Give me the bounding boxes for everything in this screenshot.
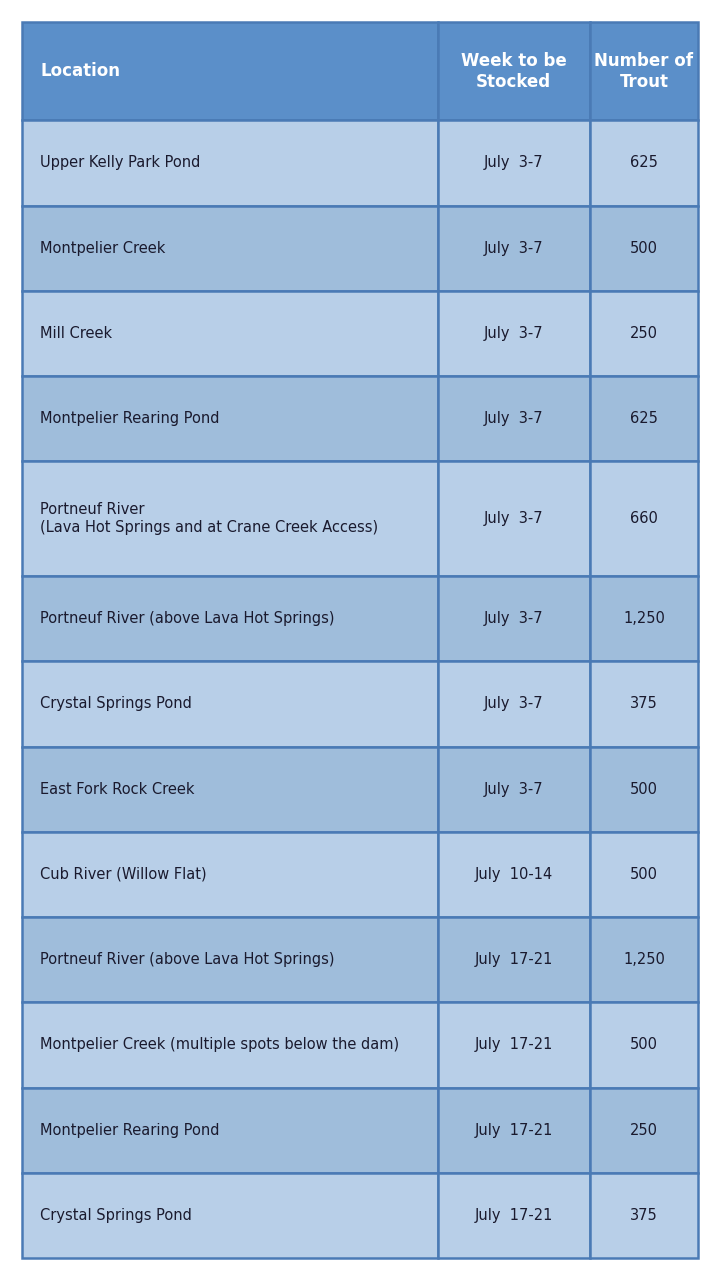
Bar xyxy=(22,832,438,916)
Text: July  3-7: July 3-7 xyxy=(484,611,544,626)
Bar xyxy=(438,662,590,746)
Text: 625: 625 xyxy=(630,411,658,426)
Bar xyxy=(22,1088,438,1172)
Bar xyxy=(438,291,590,376)
Text: Week to be
Stocked: Week to be Stocked xyxy=(461,51,567,91)
Bar xyxy=(438,1172,590,1258)
Text: East Fork Rock Creek: East Fork Rock Creek xyxy=(40,782,194,796)
Bar xyxy=(590,576,698,662)
Bar xyxy=(590,461,698,576)
Text: Crystal Springs Pond: Crystal Springs Pond xyxy=(40,1208,192,1222)
Text: July  3-7: July 3-7 xyxy=(484,241,544,256)
Text: 500: 500 xyxy=(630,1037,658,1052)
Text: July  3-7: July 3-7 xyxy=(484,511,544,526)
Bar xyxy=(590,746,698,832)
Text: July  3-7: July 3-7 xyxy=(484,155,544,170)
Bar xyxy=(438,376,590,461)
Text: 250: 250 xyxy=(630,326,658,340)
Text: July  3-7: July 3-7 xyxy=(484,411,544,426)
Bar xyxy=(438,576,590,662)
Bar xyxy=(438,1088,590,1172)
Text: 660: 660 xyxy=(630,511,658,526)
Bar xyxy=(590,120,698,206)
Text: 625: 625 xyxy=(630,155,658,170)
Text: Montpelier Creek: Montpelier Creek xyxy=(40,241,166,256)
Text: July  10-14: July 10-14 xyxy=(474,867,553,882)
Text: July  17-21: July 17-21 xyxy=(474,1037,553,1052)
Text: Montpelier Creek (multiple spots below the dam): Montpelier Creek (multiple spots below t… xyxy=(40,1037,399,1052)
Text: 500: 500 xyxy=(630,241,658,256)
Text: 375: 375 xyxy=(630,1208,658,1222)
Text: July  17-21: July 17-21 xyxy=(474,952,553,968)
Bar xyxy=(590,662,698,746)
Bar xyxy=(438,1002,590,1088)
Bar xyxy=(438,120,590,206)
Bar xyxy=(590,1172,698,1258)
Bar xyxy=(590,1088,698,1172)
Bar xyxy=(22,576,438,662)
Text: Crystal Springs Pond: Crystal Springs Pond xyxy=(40,696,192,712)
Text: July  3-7: July 3-7 xyxy=(484,782,544,796)
Bar xyxy=(438,22,590,120)
Bar xyxy=(438,746,590,832)
Text: 375: 375 xyxy=(630,696,658,712)
Text: 500: 500 xyxy=(630,782,658,796)
Text: July  17-21: July 17-21 xyxy=(474,1208,553,1222)
Text: Location: Location xyxy=(40,63,120,81)
Bar xyxy=(22,120,438,206)
Text: Upper Kelly Park Pond: Upper Kelly Park Pond xyxy=(40,155,200,170)
Bar xyxy=(438,206,590,291)
Text: 250: 250 xyxy=(630,1123,658,1138)
Bar xyxy=(22,746,438,832)
Text: July  3-7: July 3-7 xyxy=(484,696,544,712)
Text: Mill Creek: Mill Creek xyxy=(40,326,112,340)
Bar xyxy=(22,206,438,291)
Bar xyxy=(22,1002,438,1088)
Text: Portneuf River (above Lava Hot Springs): Portneuf River (above Lava Hot Springs) xyxy=(40,952,335,968)
Text: Montpelier Rearing Pond: Montpelier Rearing Pond xyxy=(40,411,220,426)
Bar xyxy=(22,1172,438,1258)
Bar xyxy=(22,916,438,1002)
Bar xyxy=(590,22,698,120)
Text: 1,250: 1,250 xyxy=(623,952,665,968)
Bar xyxy=(438,832,590,916)
Text: July  17-21: July 17-21 xyxy=(474,1123,553,1138)
Bar xyxy=(22,662,438,746)
Text: July  3-7: July 3-7 xyxy=(484,326,544,340)
Text: Portneuf River (above Lava Hot Springs): Portneuf River (above Lava Hot Springs) xyxy=(40,611,335,626)
Text: 1,250: 1,250 xyxy=(623,611,665,626)
Bar xyxy=(22,376,438,461)
Bar xyxy=(590,206,698,291)
Bar xyxy=(590,832,698,916)
Text: Montpelier Rearing Pond: Montpelier Rearing Pond xyxy=(40,1123,220,1138)
Bar xyxy=(22,291,438,376)
Bar xyxy=(438,461,590,576)
Text: 500: 500 xyxy=(630,867,658,882)
Bar xyxy=(590,376,698,461)
Bar xyxy=(22,461,438,576)
Bar xyxy=(438,916,590,1002)
Bar xyxy=(22,22,438,120)
Text: Cub River (Willow Flat): Cub River (Willow Flat) xyxy=(40,867,207,882)
Bar xyxy=(590,916,698,1002)
Bar xyxy=(590,1002,698,1088)
Text: Portneuf River
(Lava Hot Springs and at Crane Creek Access): Portneuf River (Lava Hot Springs and at … xyxy=(40,503,378,535)
Text: Number of
Trout: Number of Trout xyxy=(595,51,693,91)
Bar xyxy=(590,291,698,376)
